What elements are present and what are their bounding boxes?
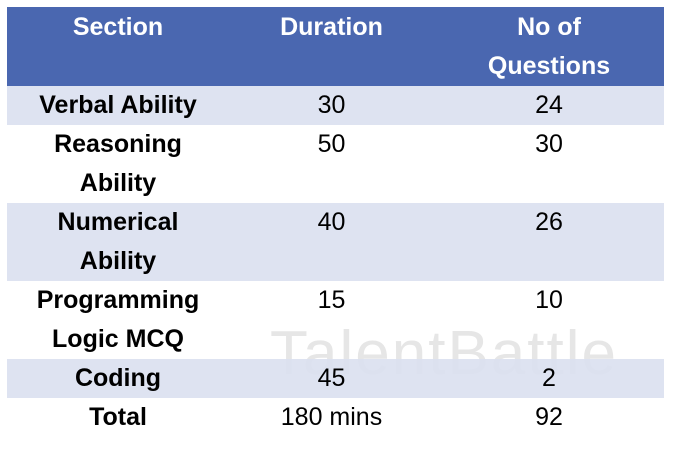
table-body: Verbal Ability 30 24 Reasoning Ability 50 30 N… (7, 86, 664, 437)
table-cell: 26 (434, 203, 664, 281)
table-cell: Total (89, 403, 147, 431)
table-cell: 50 (317, 130, 346, 158)
table-cell: 45 (229, 359, 434, 398)
header-row: Section Duration No of Questions (7, 7, 664, 86)
exam-table: Section Duration No of Questions Verbal Ab… (7, 7, 664, 437)
header-cell: Duration (229, 7, 434, 86)
table-cell: Coding (7, 359, 229, 398)
header-cell: Section (7, 7, 229, 86)
table-row: Verbal Ability 30 24 (7, 86, 664, 125)
table-cell: 2 (434, 359, 664, 398)
table-row: Total 180 mins 92 (7, 398, 664, 437)
table-cell: 92 (535, 403, 563, 431)
table-cell: 24 (434, 86, 664, 125)
table-cell: 10 (535, 286, 563, 314)
table-row: Coding 45 2 (7, 359, 664, 398)
table-cell: 30 (535, 130, 563, 158)
table-cell: Programming Logic MCQ (36, 286, 200, 353)
table-cell: 15 (317, 286, 346, 314)
table-row: Programming Logic MCQ 15 10 (7, 281, 664, 359)
table-cell: 180 mins (280, 403, 383, 431)
table-cell: 30 (229, 86, 434, 125)
table-row: Numerical Ability 40 26 (7, 203, 664, 281)
table-cell: Verbal Ability (7, 86, 229, 125)
table-row: Reasoning Ability 50 30 (7, 125, 664, 203)
table-cell: 40 (229, 203, 434, 281)
header-cell: No of Questions (434, 7, 664, 86)
table-cell: Numerical Ability (7, 203, 229, 281)
table-cell: Reasoning Ability (54, 130, 182, 197)
